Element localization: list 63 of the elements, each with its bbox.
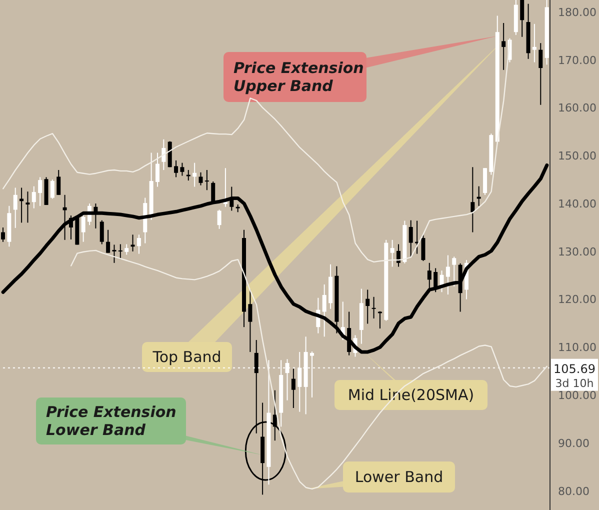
y-tick-label: 90.00 — [558, 436, 590, 450]
annotation: Lower Band — [354, 468, 444, 486]
candlestick — [254, 340, 258, 434]
candlestick — [20, 187, 24, 224]
candlestick — [180, 162, 184, 176]
candlestick — [434, 268, 438, 293]
candlestick — [520, 0, 524, 38]
candlestick — [112, 244, 116, 264]
candlestick — [118, 244, 122, 260]
candlestick — [322, 284, 326, 338]
candlestick — [130, 234, 135, 252]
candlestick — [248, 289, 252, 352]
candlestick — [390, 239, 394, 268]
candlestick — [502, 22, 506, 70]
candlestick — [421, 234, 426, 262]
candlestick — [1, 226, 5, 242]
candlestick — [366, 289, 370, 324]
candlestick — [13, 187, 18, 228]
candlestick — [291, 368, 296, 408]
candlestick — [38, 176, 42, 206]
annotation: Price Extension Upper Band — [234, 59, 364, 95]
y-tick-label: 170.00 — [558, 54, 596, 67]
candlestick — [532, 23, 536, 63]
candlestick — [32, 186, 36, 209]
candlestick — [50, 179, 54, 200]
candlestick — [408, 220, 413, 258]
annotation: Top Band — [152, 348, 222, 366]
candlestick — [26, 191, 30, 224]
candlestick — [272, 390, 277, 442]
candlestick — [192, 162, 197, 188]
y-tick-label: 150.00 — [558, 150, 596, 163]
candlestick — [204, 170, 209, 191]
y-tick-label: 140.00 — [558, 197, 596, 210]
candlestick — [452, 256, 456, 287]
candlestick — [470, 166, 475, 233]
candlestick — [446, 254, 450, 296]
y-tick-label: 120.00 — [558, 293, 596, 306]
candlestick — [56, 170, 61, 196]
text: 3d 10h — [555, 376, 594, 390]
annotation: Mid Line(20SMA) — [348, 386, 474, 404]
candlestick — [136, 234, 141, 254]
candlestick — [155, 152, 160, 188]
candlestick — [396, 244, 401, 268]
candlestick — [378, 310, 382, 330]
y-tick-label: 80.00 — [558, 484, 590, 498]
y-tick-label: 160.00 — [558, 102, 596, 115]
y-tick-label: 110.00 — [558, 341, 596, 354]
candlestick — [124, 244, 129, 256]
y-tick-label: 180.00 — [558, 6, 596, 19]
annotation: Price Extension Lower Band — [46, 403, 176, 439]
y-tick-label: 130.00 — [558, 245, 596, 258]
line-series — [2, 40, 510, 263]
candlestick — [198, 172, 203, 186]
candlestick — [217, 209, 222, 230]
candlestick — [174, 160, 178, 178]
candlestick — [81, 212, 86, 242]
candlestick — [162, 138, 166, 170]
candlestick — [100, 220, 104, 245]
candlestick — [372, 296, 376, 319]
candlestick — [538, 42, 543, 106]
ref-line-label: 105.69 — [554, 362, 596, 376]
y-tick-label: 100.00 — [558, 388, 596, 402]
candlestick — [106, 229, 110, 254]
